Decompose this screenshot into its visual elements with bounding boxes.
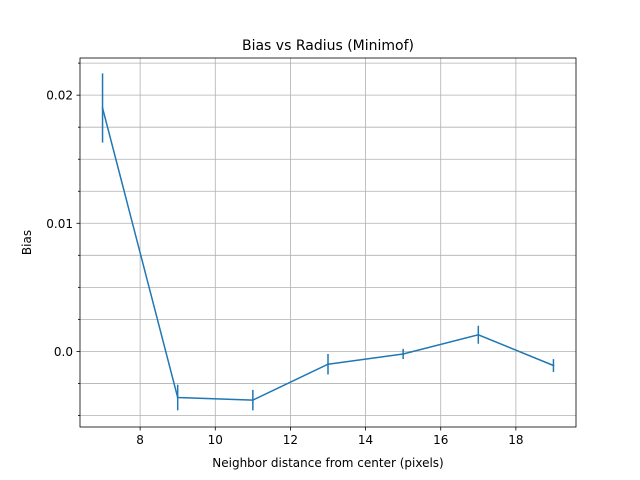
plot-frame [79, 57, 577, 428]
y-tick-label: 0.0 [54, 345, 73, 359]
y-tick-label: 0.01 [46, 217, 73, 231]
x-tick-label: 8 [136, 433, 144, 447]
y-axis-label: Bias [20, 230, 34, 255]
data-point [251, 399, 254, 401]
data-point [176, 396, 179, 399]
grid [80, 58, 576, 427]
x-tick-label: 18 [508, 433, 523, 447]
y-tick-label: 0.02 [46, 89, 73, 103]
x-tick-label: 16 [433, 433, 448, 447]
data-point [552, 364, 555, 367]
x-tick-label: 12 [283, 433, 298, 447]
x-tick-label: 10 [208, 433, 223, 447]
data-point [101, 107, 104, 109]
data-point [477, 333, 480, 336]
x-tick-label: 14 [358, 433, 373, 447]
data-point [402, 353, 405, 355]
data-point [327, 363, 329, 366]
x-axis-label: Neighbor distance from center (pixels) [212, 456, 443, 470]
data-series [101, 73, 555, 411]
axis-ticks: 8 10 12 14 16 18 0.0 0.01 0.02 [46, 62, 524, 447]
chart-title: Bias vs Radius (Minimof) [242, 38, 414, 54]
